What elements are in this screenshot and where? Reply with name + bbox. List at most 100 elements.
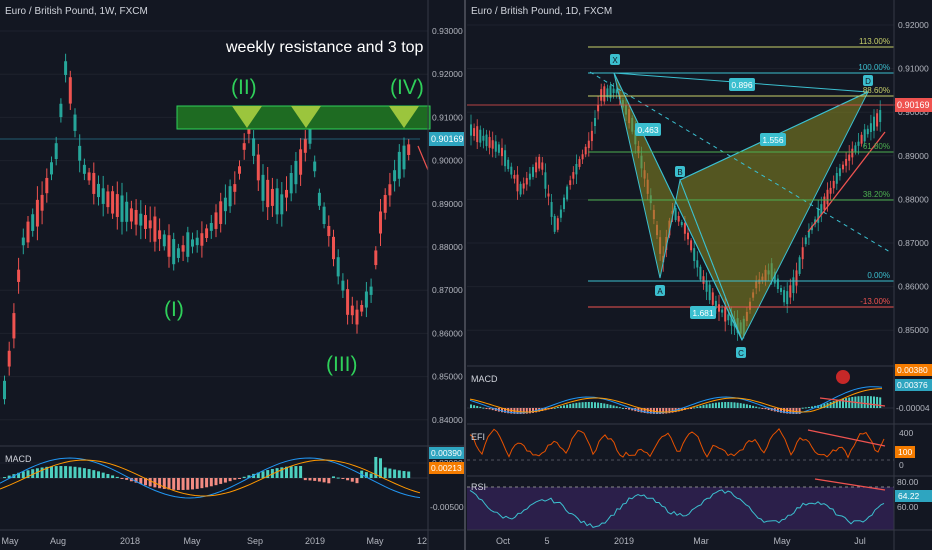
left-candle-body: [270, 188, 274, 206]
left-macd-bar: [50, 466, 53, 478]
left-candle-body: [322, 206, 326, 224]
left-candle-body: [280, 194, 284, 215]
right-macd-bar: [597, 402, 600, 408]
right-candle-body: [826, 189, 829, 205]
right-candle-body: [550, 202, 553, 217]
right-candle-body: [879, 110, 882, 122]
right-efi-value-1: 400: [899, 428, 913, 438]
right-rsi-value-2: 64.22: [898, 491, 920, 501]
right-macd-bar: [581, 402, 584, 408]
right-macd-bar: [879, 397, 882, 408]
left-candle-body: [172, 239, 176, 265]
left-price-label: 0.92000: [432, 69, 463, 79]
right-macd-line: [469, 386, 883, 414]
left-macd-bar: [172, 478, 176, 490]
left-red-arrow: [417, 145, 429, 171]
right-candle-body: [780, 288, 782, 292]
right-candle-body: [600, 89, 603, 101]
right-macd-bar: [801, 407, 804, 409]
left-macd-tag-2: [429, 462, 465, 474]
left-candle-body: [374, 250, 378, 266]
left-candle-body: [242, 143, 246, 150]
left-macd-bar: [397, 470, 401, 478]
left-candle-body: [97, 183, 100, 198]
right-price-axis: 0.92000 0.91000 0.90000 0.89000 0.88000 0.870…: [898, 20, 929, 335]
left-macd-value-1: 0.00390: [431, 448, 462, 458]
left-candle-body: [223, 197, 227, 212]
left-macd-bar: [17, 472, 21, 478]
left-price-label: 0.86000: [432, 328, 463, 338]
left-macd-bar: [289, 466, 293, 478]
right-candle-body: [538, 156, 541, 169]
right-efi-value-2: 100: [898, 447, 912, 457]
left-candle-body: [214, 212, 218, 229]
right-price-label: 0.89000: [898, 151, 929, 161]
right-candle-body: [482, 135, 485, 141]
left-macd-bar: [336, 477, 340, 479]
right-candle-body: [553, 216, 556, 232]
left-macd-bar: [355, 478, 359, 484]
left-macd-bar: [374, 456, 378, 478]
top-marker-1: [232, 106, 262, 128]
right-grid: [467, 24, 894, 331]
left-candle-body: [402, 145, 406, 170]
right-macd-bar: [745, 404, 748, 408]
right-macd-bar: [739, 403, 742, 408]
left-macd-label: MACD: [5, 454, 32, 464]
left-time-axis: May Aug 2018 May Sep 2019 May 12: [1, 536, 427, 546]
left-candle-body: [388, 184, 392, 196]
left-macd-bar: [129, 478, 133, 482]
left-macd-bar: [200, 478, 204, 489]
left-macd-bar: [313, 478, 317, 481]
left-candle-body: [285, 189, 288, 198]
point-label-x: X: [612, 56, 618, 65]
left-price-label: 0.84000: [432, 415, 463, 425]
left-candle-body: [134, 209, 138, 225]
left-candle-body: [289, 172, 293, 194]
right-macd-bar: [559, 406, 562, 408]
right-macd-bar: [811, 406, 813, 408]
right-candle-body: [470, 124, 472, 136]
right-daily-chart: 113.00% 100.00% 88.60% 61.80% 38.20% 0.00% -13…: [467, 0, 932, 550]
macd-divergence-line: [819, 397, 886, 407]
left-macd-bar: [134, 478, 138, 483]
right-macd-bar: [711, 403, 714, 408]
right-rsi-value-3: 60.00: [897, 502, 919, 512]
point-label-a: A: [657, 287, 663, 296]
right-candle-body: [581, 154, 584, 160]
point-label-box: [736, 347, 746, 358]
left-candle-body: [167, 235, 171, 257]
left-candle-body: [92, 172, 96, 194]
right-candle-body: [519, 183, 522, 195]
left-candle-body: [40, 194, 44, 211]
right-macd-bar: [550, 408, 553, 409]
left-candle-body: [125, 201, 129, 222]
wave-iii-label: (III): [326, 353, 358, 376]
left-macd-bar: [322, 478, 326, 483]
right-candle-body: [866, 128, 869, 135]
right-macd-bar: [736, 402, 739, 408]
left-macd-bar: [308, 478, 312, 481]
left-candle-body: [129, 208, 133, 222]
left-macd-bar: [158, 478, 162, 489]
right-candle-body: [721, 309, 724, 313]
left-weekly-chart: Euro / British Pound, 1W, FXCM weekly re…: [0, 0, 465, 550]
right-macd-bar: [724, 402, 727, 408]
right-price-label: 0.88000: [898, 194, 929, 204]
right-macd-bar: [761, 408, 764, 409]
right-macd-bar: [696, 406, 699, 408]
right-macd-bar: [482, 407, 485, 409]
left-candle-body: [78, 145, 82, 161]
left-price-label: 0.85000: [432, 372, 463, 382]
left-candle-body: [341, 280, 345, 291]
right-macd-value-1: 0.00380: [897, 365, 928, 375]
right-macd-bar: [587, 402, 590, 408]
right-macd-bar: [488, 408, 491, 410]
left-candle-body: [393, 170, 397, 182]
right-macd-bar: [572, 403, 575, 408]
right-candle-body: [507, 159, 510, 169]
right-macd-bar: [823, 403, 826, 408]
right-candle-body: [835, 173, 838, 184]
right-candle-body: [873, 116, 875, 131]
fib-label: 38.20%: [863, 190, 890, 199]
